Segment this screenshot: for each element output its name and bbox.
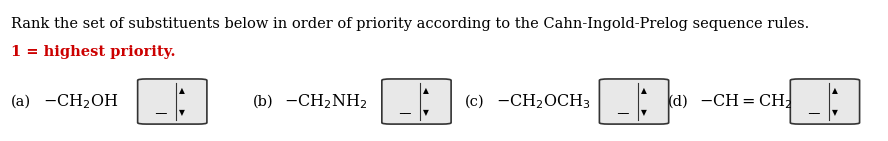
Text: ▲: ▲ [832, 86, 837, 95]
Text: $-$CH$_2$OH: $-$CH$_2$OH [43, 92, 118, 111]
Text: (c): (c) [464, 94, 484, 109]
Text: ▼: ▼ [641, 108, 646, 117]
FancyBboxPatch shape [382, 79, 451, 124]
Text: 1 = highest priority.: 1 = highest priority. [11, 45, 175, 59]
Text: __: __ [400, 101, 411, 114]
Text: $-$CH$_2$OCH$_3$: $-$CH$_2$OCH$_3$ [496, 92, 591, 111]
Text: ▼: ▼ [179, 108, 185, 117]
Text: $-$CH$=$CH$_2$: $-$CH$=$CH$_2$ [699, 92, 792, 111]
Text: ▼: ▼ [832, 108, 837, 117]
Text: ▲: ▲ [641, 86, 646, 95]
FancyBboxPatch shape [790, 79, 860, 124]
Text: __: __ [617, 101, 629, 114]
Text: ▲: ▲ [179, 86, 185, 95]
FancyBboxPatch shape [138, 79, 207, 124]
Text: __: __ [155, 101, 167, 114]
Text: (b): (b) [253, 94, 274, 109]
Text: $-$CH$_2$NH$_2$: $-$CH$_2$NH$_2$ [284, 92, 368, 111]
Text: ▲: ▲ [424, 86, 429, 95]
Text: (a): (a) [11, 94, 31, 109]
Text: __: __ [808, 101, 820, 114]
Text: Rank the set of substituents below in order of priority according to the Cahn-In: Rank the set of substituents below in or… [11, 17, 809, 31]
Text: ▼: ▼ [424, 108, 429, 117]
FancyBboxPatch shape [599, 79, 669, 124]
Text: (d): (d) [668, 94, 688, 109]
